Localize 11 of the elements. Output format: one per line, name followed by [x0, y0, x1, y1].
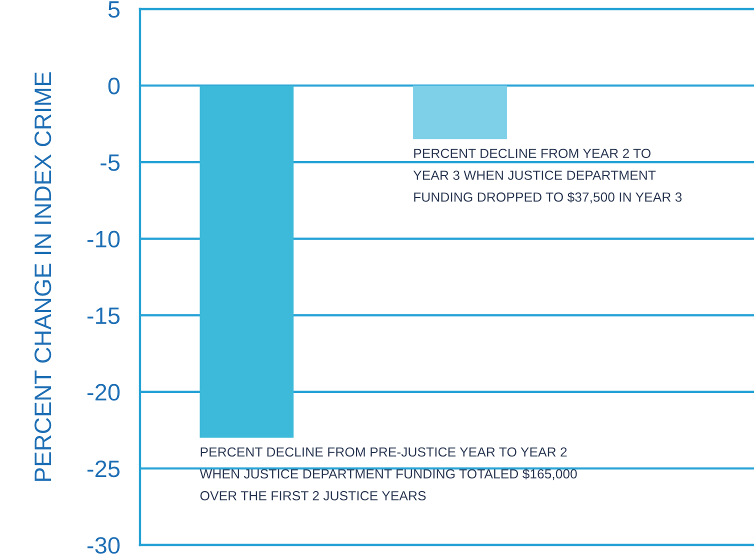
y-tick-label: -5 [100, 154, 120, 171]
y-tick-label: -30 [87, 537, 120, 554]
y-tick-label: -20 [87, 384, 120, 401]
y-tick-label: 5 [108, 1, 120, 18]
y-axis-title: PERCENT CHANGE IN INDEX CRIME [34, 72, 52, 481]
annotation: PERCENT DECLINE FROM PRE-JUSTICE YEAR TO YEAR 2 WHEN JUSTICE DEPARTMENT FUNDING TOTALED $165,000 OVER THE FIRST 2 JUSTICE YEARS [200, 447, 577, 500]
y-tick-label: -15 [87, 308, 120, 324]
y-tick-label: -10 [87, 230, 120, 248]
annotation: PERCENT DECLINE FROM YEAR 2 TO YEAR 3 WHEN JUSTICE DEPARTMENT FUNDING DROPPED TO $37,500 IN YEAR 3 [413, 148, 682, 204]
y-tick-label: 0 [108, 78, 120, 94]
y-tick-label: -25 [87, 460, 120, 478]
